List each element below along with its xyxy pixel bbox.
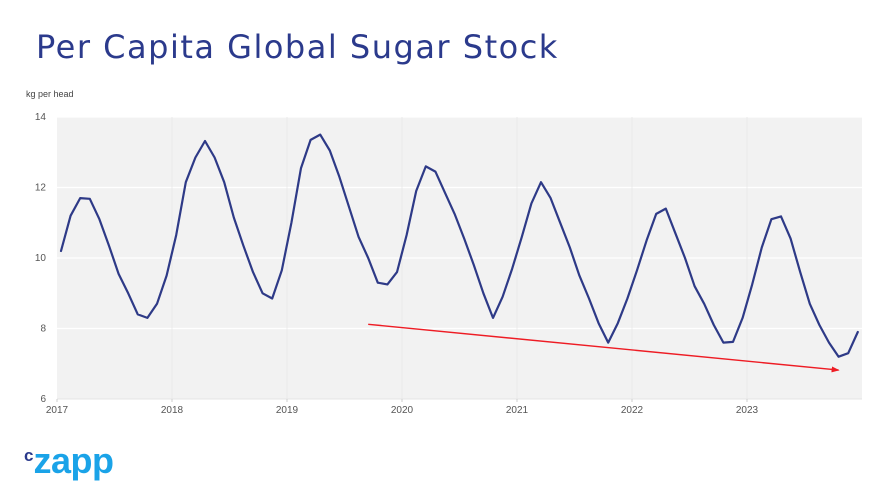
x-tick-label: 2021 [506,405,529,416]
x-tick-label: 2023 [736,405,759,416]
y-tick-label: 14 [35,112,47,123]
series-line [59,133,859,358]
y-axis-label: kg per head [26,89,74,99]
logo-prefix: c [24,446,34,465]
y-tick-label: 8 [40,324,46,335]
x-tick-label: 2018 [161,405,184,416]
x-tick-label: 2020 [391,405,414,416]
x-tick-label: 2019 [276,405,299,416]
x-tick-label: 2017 [46,405,69,416]
czapp-logo: czapp [24,440,114,482]
x-axis-ticks: 2017 2018 2019 2020 2021 2022 2023 [46,399,759,416]
gridlines [57,116,862,400]
logo-text: zapp [33,440,114,481]
y-tick-label: 10 [35,253,47,264]
y-tick-label: 12 [35,183,47,194]
y-tick-label: 6 [40,394,46,405]
trend-arrow [368,323,840,373]
chart-title: Per Capita Global Sugar Stock [36,28,559,66]
annotations [368,323,840,373]
series-group [59,133,859,358]
y-axis-ticks: 6 8 10 12 14 [35,112,47,405]
x-tick-label: 2022 [621,405,644,416]
